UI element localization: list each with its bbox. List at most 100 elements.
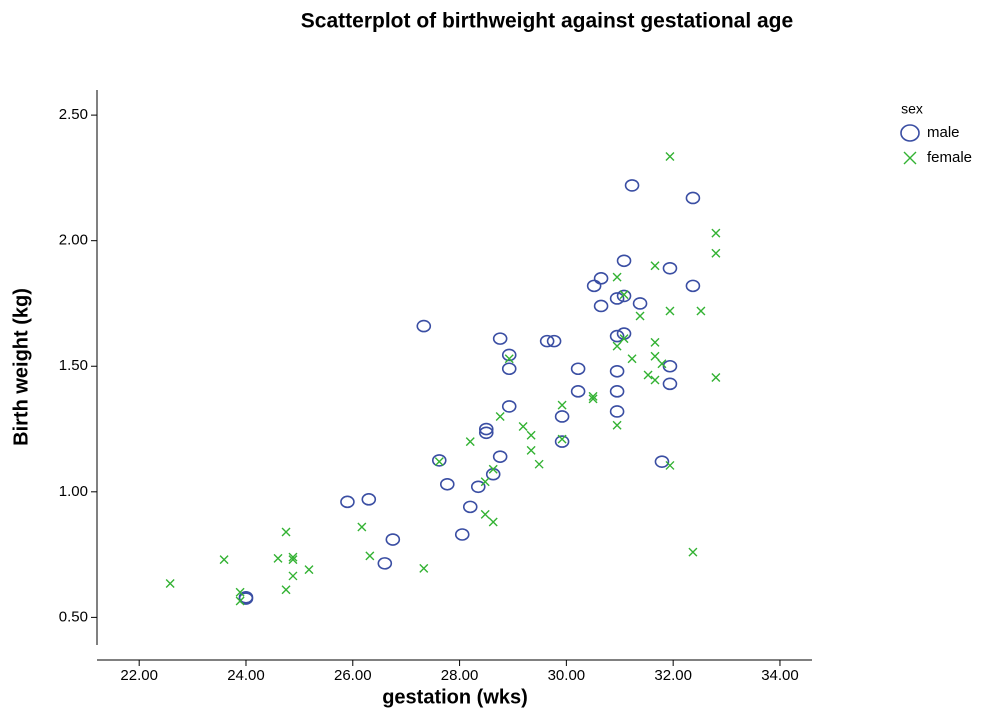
- point: [665, 152, 675, 162]
- point: [470, 480, 486, 494]
- point: [665, 306, 675, 316]
- point: [650, 351, 660, 361]
- point: [501, 348, 517, 362]
- point: [526, 445, 536, 455]
- point: [416, 319, 432, 333]
- x-tick-label: 28.00: [441, 667, 479, 684]
- x-tick-label: 30.00: [548, 667, 586, 684]
- y-axis-label: Birth weight (kg): [10, 288, 32, 446]
- point: [627, 354, 637, 364]
- point: [616, 289, 632, 303]
- point: [478, 422, 494, 436]
- x-tick-label: 34.00: [761, 667, 799, 684]
- point: [281, 527, 291, 537]
- point: [557, 434, 567, 444]
- point: [288, 552, 298, 562]
- point: [662, 359, 678, 373]
- point: [219, 555, 229, 565]
- legend-marker: [900, 124, 920, 142]
- point: [235, 587, 245, 597]
- legend-label: female: [927, 149, 972, 166]
- x-tick-label: 26.00: [334, 667, 372, 684]
- point: [609, 405, 625, 418]
- point: [357, 522, 367, 532]
- point: [501, 400, 517, 413]
- point: [650, 375, 660, 385]
- point: [465, 437, 475, 447]
- point: [488, 517, 498, 527]
- point: [340, 495, 355, 509]
- point: [504, 354, 514, 364]
- point: [495, 411, 505, 421]
- point: [546, 334, 562, 348]
- point: [526, 430, 536, 440]
- point: [492, 332, 508, 345]
- point: [273, 553, 283, 563]
- point: [586, 279, 602, 293]
- point: [609, 329, 625, 343]
- point: [431, 454, 447, 467]
- point: [685, 279, 701, 293]
- point: [588, 394, 598, 404]
- y-tick-label: 0.50: [59, 608, 88, 625]
- point: [385, 533, 401, 546]
- point: [612, 420, 622, 430]
- point: [488, 464, 498, 474]
- y-tick-label: 1.50: [59, 357, 88, 374]
- point: [609, 364, 625, 378]
- point: [616, 254, 632, 268]
- point: [539, 334, 555, 348]
- point: [624, 179, 640, 192]
- point: [711, 373, 721, 383]
- point: [480, 477, 490, 487]
- point: [165, 578, 175, 588]
- point: [657, 359, 667, 369]
- point: [361, 493, 377, 506]
- y-tick-label: 1.00: [59, 483, 88, 500]
- point: [609, 385, 625, 398]
- point: [654, 455, 670, 468]
- point: [609, 292, 625, 305]
- point: [554, 410, 570, 423]
- x-tick-label: 24.00: [227, 667, 265, 684]
- point: [434, 457, 444, 467]
- point: [643, 370, 653, 380]
- point: [612, 272, 622, 282]
- x-tick-label: 32.00: [654, 667, 692, 684]
- point: [554, 435, 570, 448]
- point: [696, 306, 706, 316]
- point: [685, 191, 701, 205]
- point: [462, 500, 478, 514]
- point: [593, 299, 609, 313]
- point: [238, 592, 254, 605]
- point: [588, 391, 598, 401]
- point: [235, 596, 245, 606]
- point: [570, 385, 586, 398]
- point: [439, 477, 455, 491]
- point: [557, 400, 567, 410]
- point: [478, 426, 494, 440]
- x-tick-label: 22.00: [120, 667, 158, 684]
- point: [711, 248, 721, 258]
- point: [662, 377, 678, 391]
- point: [619, 290, 629, 300]
- point: [518, 422, 528, 432]
- point: [619, 334, 629, 344]
- point: [534, 459, 544, 469]
- point: [662, 262, 678, 275]
- point: [570, 362, 586, 376]
- point: [501, 362, 517, 376]
- point: [480, 509, 490, 519]
- point: [612, 341, 622, 351]
- point: [650, 261, 660, 271]
- point: [688, 547, 698, 557]
- point: [711, 228, 721, 238]
- point: [635, 311, 645, 321]
- point: [665, 460, 675, 470]
- point: [304, 565, 314, 575]
- point: [288, 555, 298, 565]
- x-axis-label: gestation (wks): [382, 686, 528, 708]
- point: [419, 563, 429, 573]
- point: [650, 337, 660, 347]
